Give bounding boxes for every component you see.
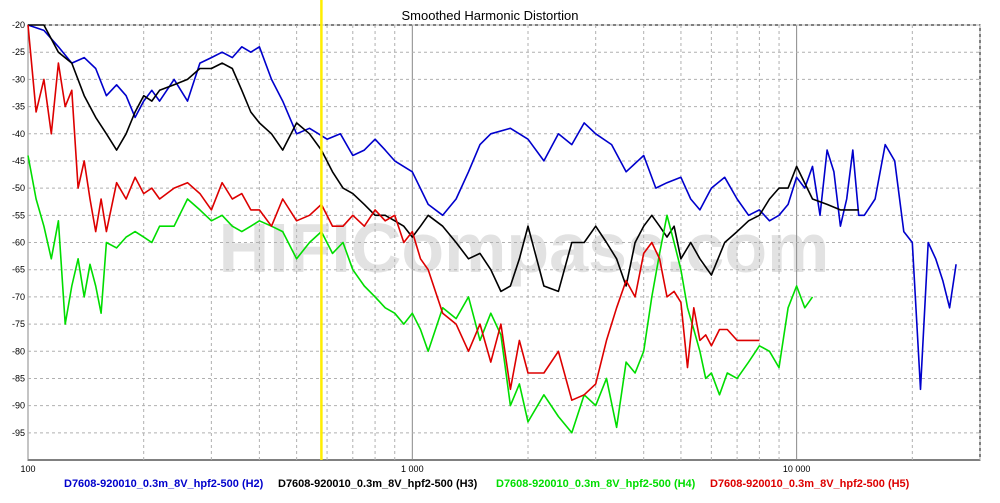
y-tick-label: -95 [12,428,25,438]
y-tick-label: -20 [12,20,25,30]
y-tick-label: -65 [12,265,25,275]
legend-item: D7608-920010_0.3m_8V_hpf2-500 (H4) [496,478,696,490]
y-tick-label: -45 [12,156,25,166]
x-tick-label: 1 000 [401,464,424,474]
legend: D7608-920010_0.3m_8V_hpf2-500 (H2) D7608-… [0,478,1000,494]
y-tick-label: -40 [12,129,25,139]
chart-title: Smoothed Harmonic Distortion [401,8,579,23]
series-line-h4 [27,155,814,434]
y-tick-label: -30 [12,74,25,84]
y-tick-label: -70 [12,292,25,302]
series-line-h5 [27,24,760,401]
x-tick-label: 100 [20,464,35,474]
legend-item: D7608-920010_0.3m_8V_hpf2-500 (H5) [710,478,910,490]
series-line-h3 [28,24,859,293]
y-tick-label: -50 [12,183,25,193]
series-line-h2 [27,24,957,391]
y-tick-label: -55 [12,210,25,220]
y-tick-label: -85 [12,373,25,383]
y-tick-label: -90 [12,401,25,411]
y-tick-label: -60 [12,238,25,248]
legend-item: D7608-920010_0.3m_8V_hpf2-500 (H3) [278,478,478,490]
y-tick-label: -80 [12,346,25,356]
watermark: HIFICompass.com [219,209,830,287]
y-tick-label: -25 [12,47,25,57]
y-tick-label: -35 [12,102,25,112]
x-tick-label: 10 000 [783,464,811,474]
y-tick-label: -75 [12,319,25,329]
legend-item: D7608-920010_0.3m_8V_hpf2-500 (H2) [64,478,264,490]
